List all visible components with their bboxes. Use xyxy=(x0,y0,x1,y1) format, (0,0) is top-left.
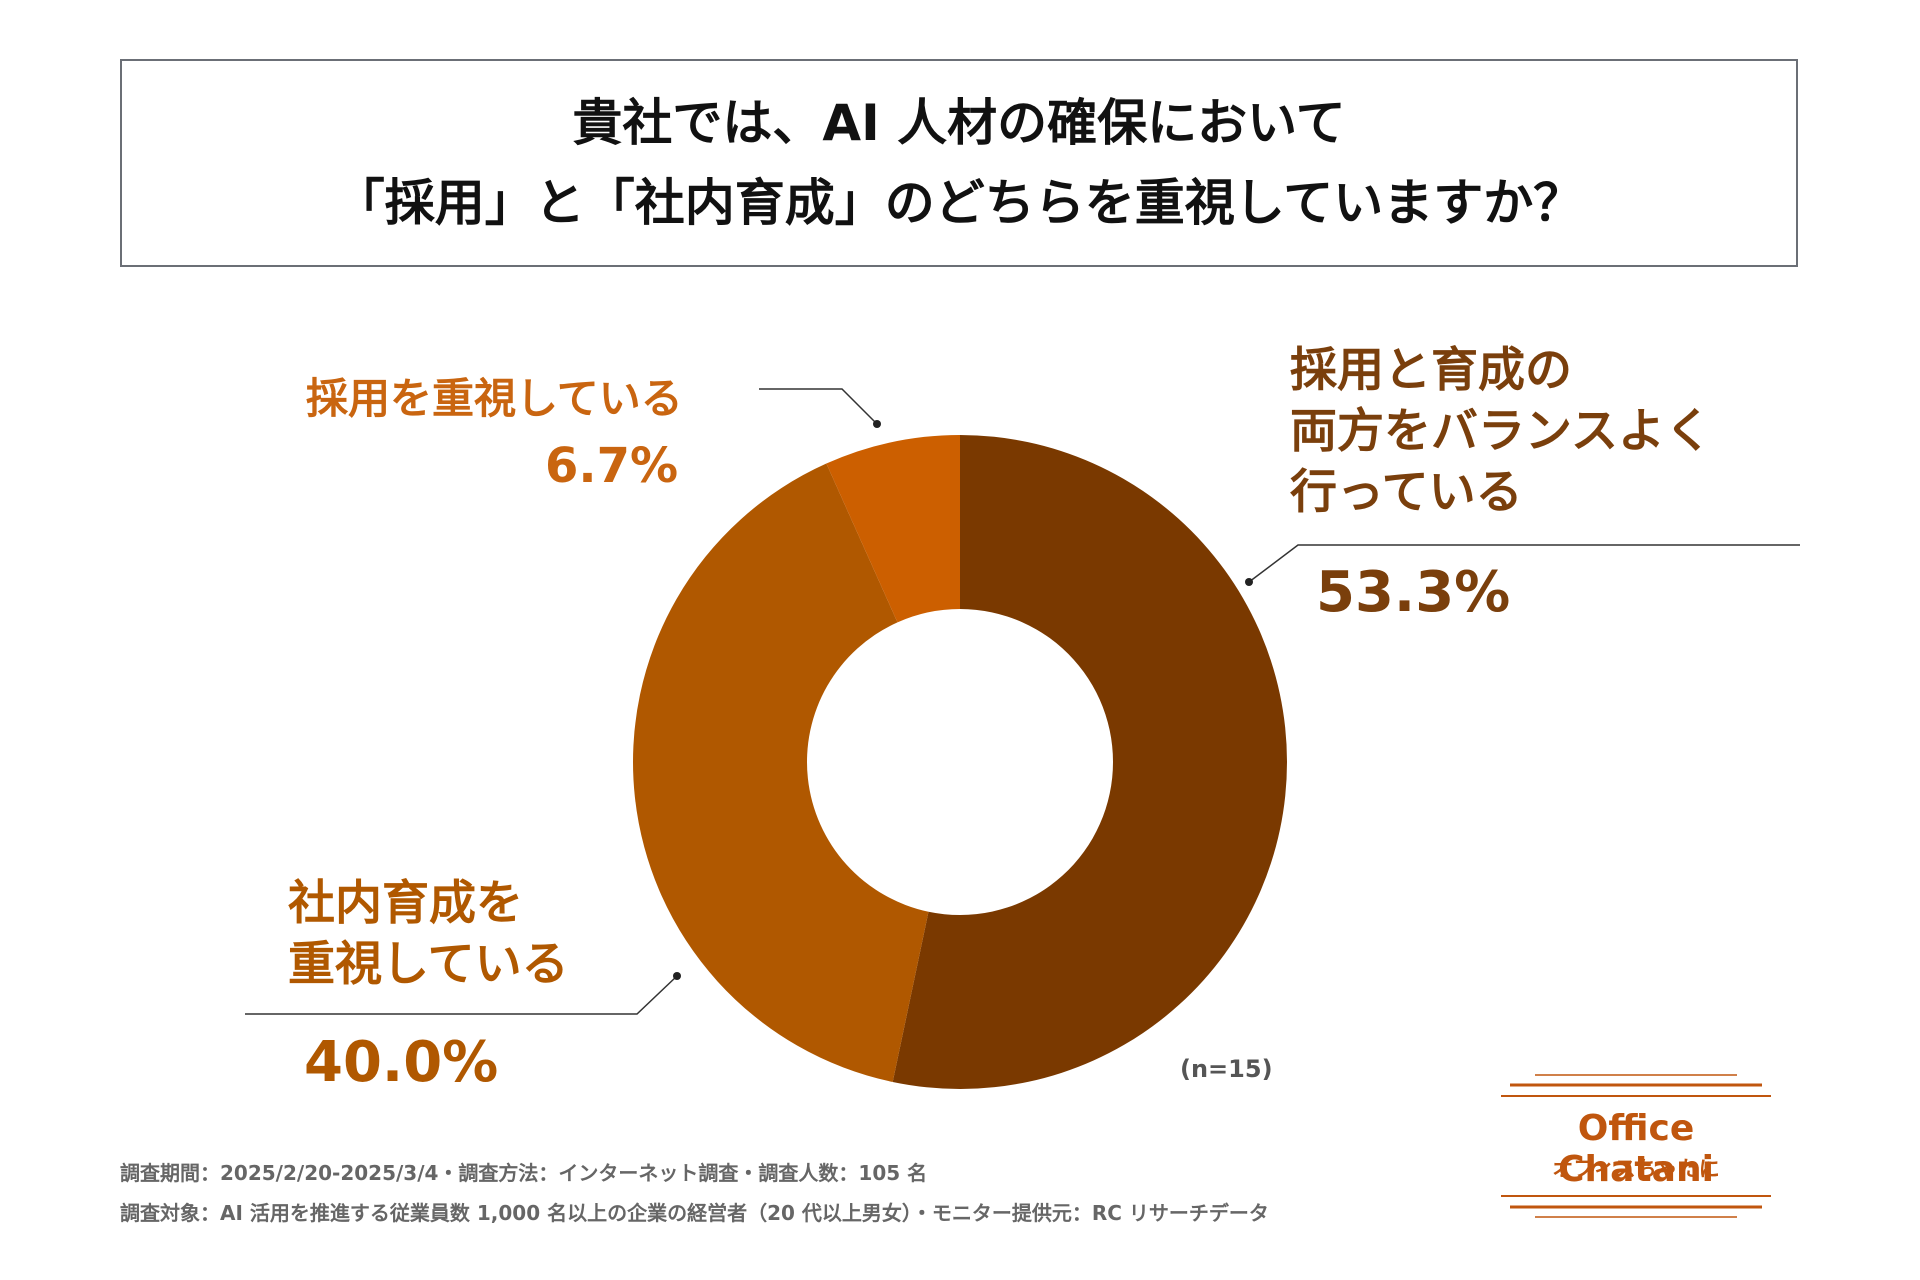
slice xyxy=(826,435,960,623)
slice-label: 社内育成を 重視している xyxy=(288,876,569,992)
slice-label: 採用を重視している xyxy=(306,374,683,423)
leader-line xyxy=(245,975,678,1015)
value-label: 40.0% xyxy=(304,1030,499,1095)
logo-lines xyxy=(1501,1074,1771,1218)
logo-subtitle: オフィスちゃたに xyxy=(1552,1157,1720,1181)
footer-line: 調査期間：2025/2/20-2025/3/4・調査方法：インターネット調査・調… xyxy=(120,1161,928,1185)
value-label: 6.7% xyxy=(545,438,679,494)
slice xyxy=(892,435,1288,1089)
leader-dot xyxy=(873,420,881,428)
leader-line xyxy=(1248,544,1800,583)
leader-dot xyxy=(673,972,681,980)
leader-line xyxy=(759,388,878,425)
leader-dot xyxy=(1245,578,1253,586)
sample-note: (n=15) xyxy=(1180,1055,1273,1083)
slice-label: 採用と育成の 両方をバランスよく 行っている xyxy=(1290,343,1713,520)
value-label: 53.3% xyxy=(1316,560,1511,625)
slice xyxy=(633,463,929,1082)
footer-line: 調査対象：AI 活用を推進する従業員数 1,000 名以上の企業の経営者（20 … xyxy=(120,1201,1269,1225)
chart-title: 貴社では、AI 人材の確保において 「採用」と「社内育成」のどちらを重視していま… xyxy=(120,59,1798,267)
logo-name: Office Chatani xyxy=(1558,1108,1714,1190)
